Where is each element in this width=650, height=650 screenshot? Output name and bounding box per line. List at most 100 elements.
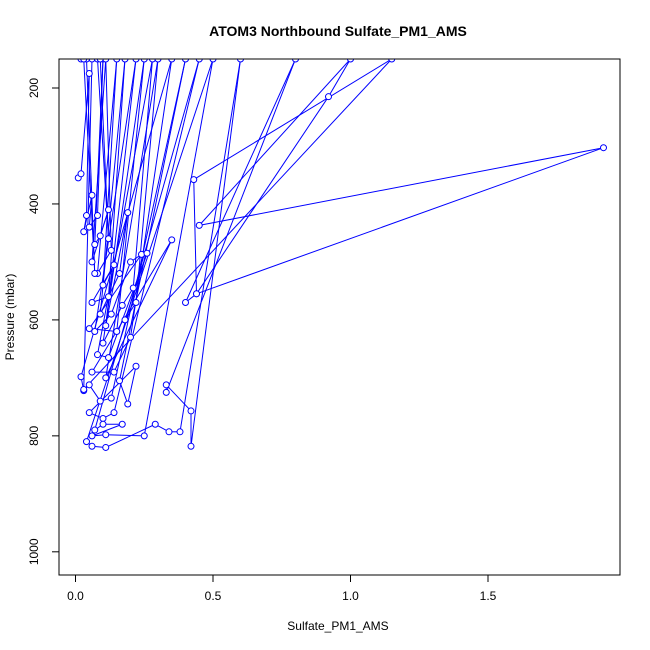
data-point bbox=[190, 176, 198, 184]
series-segment bbox=[88, 365, 137, 414]
data-point bbox=[195, 59, 203, 63]
series-segment bbox=[198, 59, 351, 226]
data-point bbox=[91, 426, 99, 434]
data-point bbox=[162, 381, 170, 389]
data-point bbox=[118, 301, 126, 309]
series-segment bbox=[99, 59, 126, 315]
data-point bbox=[116, 377, 123, 385]
data-point bbox=[325, 93, 332, 101]
series-segment bbox=[196, 147, 604, 295]
series-segment bbox=[110, 59, 186, 399]
series-segment bbox=[199, 147, 604, 226]
series-0 bbox=[74, 59, 607, 451]
series-segment bbox=[105, 212, 129, 326]
data-point bbox=[110, 261, 118, 269]
data-point bbox=[143, 249, 151, 257]
data-point bbox=[96, 310, 104, 318]
data-point bbox=[80, 228, 88, 236]
series-segment bbox=[127, 366, 137, 405]
data-point bbox=[124, 209, 132, 217]
data-point bbox=[116, 270, 123, 278]
x-tick-label: 0.0 bbox=[67, 589, 84, 603]
data-point bbox=[121, 59, 129, 63]
data-point bbox=[99, 420, 107, 428]
y-tick-label: 800 bbox=[27, 426, 41, 446]
series-segment bbox=[116, 59, 145, 332]
series-segment bbox=[135, 59, 159, 303]
data-point bbox=[105, 206, 112, 214]
series-segment bbox=[196, 96, 329, 295]
data-point bbox=[107, 310, 115, 318]
data-point bbox=[96, 397, 104, 405]
data-point bbox=[91, 327, 99, 335]
data-point bbox=[102, 322, 110, 330]
series-segment bbox=[94, 59, 200, 431]
data-point bbox=[129, 284, 137, 292]
series-segment bbox=[105, 423, 156, 448]
series-segment bbox=[119, 59, 186, 381]
data-point bbox=[149, 59, 156, 63]
series-segment bbox=[119, 212, 129, 274]
x-tick-label: 1.0 bbox=[342, 589, 359, 603]
data-point bbox=[347, 59, 354, 63]
series-segment bbox=[193, 59, 393, 181]
data-point bbox=[176, 428, 184, 436]
data-point bbox=[292, 59, 299, 63]
data-point bbox=[88, 59, 96, 63]
series-segment bbox=[102, 59, 118, 286]
data-point bbox=[77, 373, 85, 381]
x-axis-label: Sulfate_PM1_AMS bbox=[287, 619, 388, 633]
series-segment bbox=[165, 384, 192, 412]
data-point bbox=[132, 299, 140, 307]
data-point bbox=[388, 59, 396, 63]
plot-frame bbox=[58, 58, 621, 576]
data-point bbox=[94, 351, 101, 359]
series-segment bbox=[190, 59, 241, 447]
series-segment bbox=[102, 305, 123, 344]
series-segment bbox=[328, 59, 351, 97]
data-point bbox=[91, 270, 99, 278]
data-point bbox=[96, 232, 104, 240]
series-segment bbox=[105, 434, 145, 437]
series-segment bbox=[132, 59, 153, 289]
data-point bbox=[600, 144, 607, 152]
data-point bbox=[102, 431, 110, 439]
y-axis: 200 400 600 800 1000 bbox=[27, 78, 60, 565]
data-point bbox=[168, 236, 176, 244]
series-segment bbox=[193, 179, 197, 294]
data-point bbox=[99, 339, 107, 347]
series-segment bbox=[91, 59, 107, 262]
data-point bbox=[88, 258, 96, 266]
data-point bbox=[83, 438, 90, 446]
data-point bbox=[88, 368, 96, 376]
data-point bbox=[127, 258, 134, 266]
data-point bbox=[88, 191, 96, 199]
data-point bbox=[195, 221, 203, 229]
data-point bbox=[182, 299, 189, 307]
data-point bbox=[132, 362, 140, 370]
series-segment bbox=[113, 337, 131, 373]
data-point bbox=[85, 381, 93, 389]
series-segment bbox=[130, 59, 173, 338]
data-point bbox=[99, 414, 107, 422]
series-segment bbox=[165, 59, 296, 393]
series-segment bbox=[113, 59, 200, 413]
data-point bbox=[105, 235, 112, 243]
series-segment bbox=[83, 59, 96, 274]
data-point bbox=[91, 241, 99, 249]
data-point bbox=[107, 246, 115, 254]
data-point bbox=[132, 59, 140, 63]
series-segment bbox=[83, 59, 393, 390]
data-point bbox=[88, 442, 96, 450]
data-point bbox=[102, 443, 110, 451]
data-point bbox=[113, 59, 121, 63]
data-point bbox=[88, 299, 96, 307]
data-point bbox=[102, 59, 110, 63]
data-point bbox=[121, 316, 129, 324]
data-point bbox=[80, 385, 88, 393]
data-point bbox=[151, 420, 159, 428]
series-segment bbox=[143, 59, 214, 436]
y-tick-label: 400 bbox=[27, 194, 41, 214]
data-point bbox=[96, 59, 104, 63]
